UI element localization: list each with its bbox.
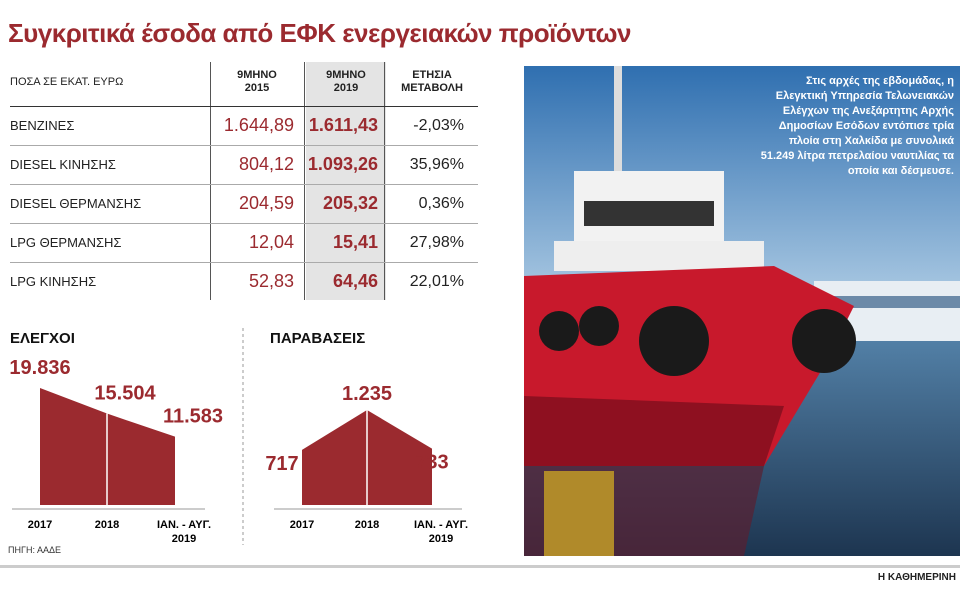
rule — [0, 565, 960, 568]
header-cell: ΕΤΗΣΙΑ ΜΕΤΑΒΟΛΗ — [401, 69, 463, 94]
table-cell: 22,01% — [409, 272, 464, 290]
table-cell: 35,96% — [409, 155, 464, 173]
x-tick-label: 2017 — [289, 519, 315, 531]
source: ΠΗΓΗ: ΑΑΔΕ — [8, 545, 61, 555]
page-title: Συγκριτικά έσοδα από ΕΦΚ ενεργειακών προ… — [8, 18, 631, 48]
table-cell: 27,98% — [409, 233, 464, 251]
table-cell: LPG ΚΙΝΗΣΗΣ — [10, 274, 97, 289]
x-tick-label: 2018 — [94, 519, 120, 531]
table-cell: 1.644,89 — [223, 115, 294, 135]
value-label: 15.504 — [94, 383, 156, 405]
chart-title: ΕΛΕΓΧΟΙ — [10, 330, 75, 347]
table-cell: 64,46 — [332, 271, 378, 291]
x-tick-label: ΙΑΝ. - ΑΥΓ. 2019 — [413, 519, 469, 545]
value-label: 11.583 — [163, 406, 223, 428]
table-cell: 12,04 — [248, 232, 294, 252]
table-cell: 804,12 — [238, 154, 294, 174]
table-cell: -2,03% — [413, 116, 464, 134]
col-divider — [384, 62, 385, 300]
photo-caption: Στις αρχές της εβδομάδας, η Ελεγκτική Υπ… — [760, 75, 954, 177]
table-cell: 1.093,26 — [307, 154, 378, 174]
chart-title: ΠΑΡΑΒΑΣΕΙΣ — [270, 330, 365, 347]
table: ΠΟΣΑ ΣΕ ΕΚΑΤ. ΕΥΡΩ 9ΜΗΝΟ 2015 9ΜΗΝΟ 2019 ΕΤ… — [0, 0, 480, 310]
table-cell: 204,59 — [238, 193, 294, 213]
table-cell: DIESEL ΘΕΡΜΑΝΣΗΣ — [10, 196, 142, 211]
header-cell: 9ΜΗΝΟ 2019 — [326, 69, 366, 94]
col-divider — [304, 62, 305, 300]
value-label: 1.235 — [342, 383, 392, 405]
value-label: 733 — [415, 452, 448, 474]
table-cell: 205,32 — [322, 193, 378, 213]
table-cell: 0,36% — [418, 194, 464, 212]
x-tick-label: 2018 — [354, 519, 380, 531]
row-rule — [10, 262, 478, 263]
table-cell: LPG ΘΕΡΜΑΝΣΗΣ — [10, 235, 122, 250]
header-cell: ΠΟΣΑ ΣΕ ΕΚΑΤ. ΕΥΡΩ — [10, 75, 124, 88]
col-divider — [210, 62, 211, 300]
charts: ΕΛΕΓΧΟΙ 19.836 15.504 11.583 ΠΑΡΑΒΑΣΕΙΣ 717 1.… — [9, 328, 462, 545]
x-tick-label: 2017 — [27, 519, 53, 531]
row-rule — [10, 223, 478, 224]
row-rule — [10, 145, 478, 146]
row-rule — [10, 106, 478, 107]
photo: Στις αρχές της εβδομάδας, η Ελεγκτική Υπ… — [524, 66, 960, 556]
table-cell: DIESEL ΚΙΝΗΣΗΣ — [10, 157, 116, 172]
value-label: 19.836 — [9, 357, 70, 379]
x-tick-label: ΙΑΝ. - ΑΥΓ. 2019 — [156, 519, 212, 545]
table-cell: 15,41 — [332, 232, 378, 252]
highlight — [306, 62, 386, 300]
table-cell: 52,83 — [248, 271, 294, 291]
row-rule — [10, 184, 478, 185]
credit: Η ΚΑΘΗΜΕΡΙΝΗ — [877, 572, 956, 583]
header-cell: 9ΜΗΝΟ 2015 — [237, 69, 277, 94]
table-cell: ΒΕΝΖΙΝΕΣ — [10, 118, 75, 133]
value-label: 717 — [265, 453, 298, 475]
table-cell: 1.611,43 — [308, 115, 378, 135]
